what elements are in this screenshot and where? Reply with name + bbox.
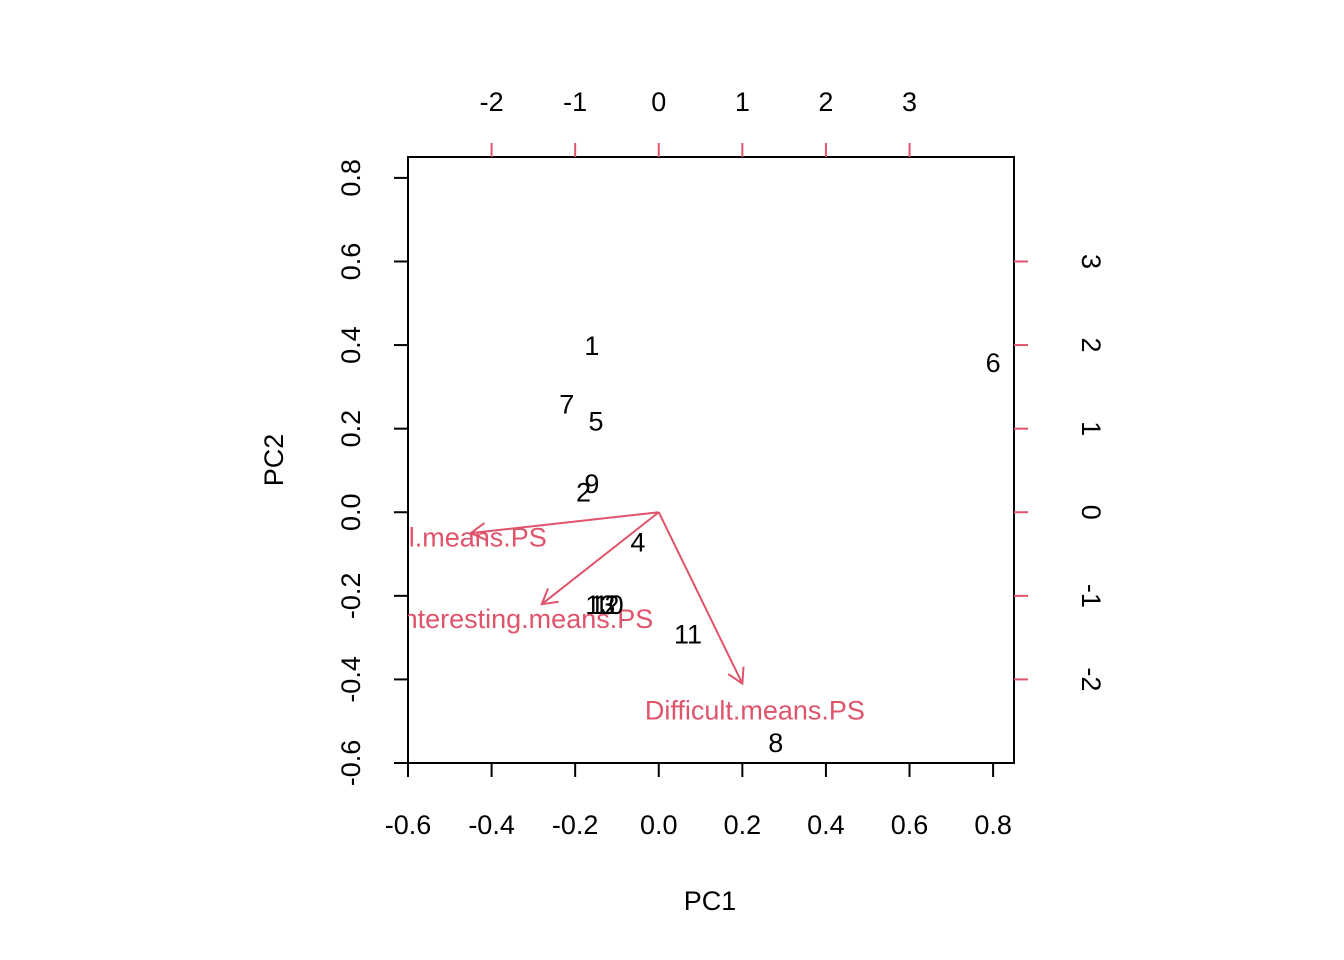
observation-label: 1 bbox=[584, 331, 599, 361]
loading-arrow bbox=[657, 511, 744, 685]
primary-x-axis: -0.6 -0.4 -0.2 0.0 0.2 0.4 0.6 0.8 bbox=[385, 762, 1012, 840]
observation-label: 11 bbox=[674, 619, 702, 649]
secondary-x-tick-label: 1 bbox=[735, 87, 750, 117]
x-axis-title: PC1 bbox=[684, 886, 737, 916]
secondary-x-tick-label: -2 bbox=[480, 87, 504, 117]
loading-arrowhead bbox=[468, 522, 487, 541]
observation-label: 8 bbox=[768, 728, 783, 758]
variable-label: Difficult.means.PS bbox=[645, 695, 865, 725]
x-tick-label: -0.6 bbox=[385, 810, 432, 840]
variable-label: Useful.means.PS bbox=[338, 522, 547, 552]
y-tick-label: -0.2 bbox=[336, 573, 366, 620]
secondary-x-axis: -2 -1 0 1 2 3 bbox=[480, 87, 917, 157]
variable-loading-arrows: Useful.means.PS Interesting.means.PS Diffi… bbox=[338, 511, 865, 725]
variable-label: Interesting.means.PS bbox=[395, 604, 653, 634]
loading-arrowhead bbox=[540, 588, 559, 606]
x-tick-label: 0.4 bbox=[807, 810, 845, 840]
secondary-y-axis: -2 -1 0 1 2 3 bbox=[1014, 254, 1106, 691]
secondary-y-tick-label: 2 bbox=[1076, 338, 1106, 353]
secondary-x-tick-label: 3 bbox=[902, 87, 917, 117]
observation-label: 13 bbox=[585, 590, 615, 620]
observation-label: 12 bbox=[589, 590, 619, 620]
y-tick-label: 0.2 bbox=[336, 410, 366, 448]
observation-label: 6 bbox=[986, 348, 1001, 378]
y-tick-label: 0.6 bbox=[336, 243, 366, 281]
x-tick-label: 0.8 bbox=[974, 810, 1012, 840]
secondary-x-tick-label: -1 bbox=[563, 87, 587, 117]
secondary-y-tick-label: 1 bbox=[1076, 421, 1106, 436]
y-axis-title: PC2 bbox=[259, 434, 289, 487]
observation-label: 2 bbox=[576, 477, 591, 507]
observation-label: 5 bbox=[589, 406, 604, 436]
loading-arrowhead bbox=[727, 666, 745, 686]
secondary-y-tick-label: -1 bbox=[1076, 584, 1106, 608]
x-tick-label: 0.0 bbox=[640, 810, 678, 840]
loading-arrow bbox=[541, 511, 660, 605]
x-tick-label: -0.2 bbox=[552, 810, 599, 840]
observation-label: 9 bbox=[584, 469, 599, 499]
loading-arrow bbox=[470, 511, 659, 535]
secondary-y-tick-label: 0 bbox=[1076, 505, 1106, 520]
x-tick-label: -0.4 bbox=[468, 810, 515, 840]
y-tick-label: -0.4 bbox=[336, 656, 366, 703]
secondary-x-tick-label: 2 bbox=[818, 87, 833, 117]
observation-label: 10 bbox=[594, 590, 624, 620]
secondary-x-tick-label: 0 bbox=[651, 87, 666, 117]
x-tick-label: 0.2 bbox=[724, 810, 762, 840]
x-tick-label: 0.6 bbox=[891, 810, 929, 840]
secondary-y-tick-label: -2 bbox=[1076, 667, 1106, 691]
y-tick-label: 0.0 bbox=[336, 493, 366, 531]
y-tick-label: 0.4 bbox=[336, 326, 366, 364]
y-tick-label: -0.6 bbox=[336, 740, 366, 787]
plot-frame bbox=[407, 156, 1015, 764]
primary-y-axis: -0.6 -0.4 -0.2 0.0 0.2 0.4 0.6 0.8 bbox=[336, 159, 409, 787]
observation-label: 4 bbox=[630, 527, 645, 557]
y-tick-label: 0.8 bbox=[336, 159, 366, 197]
observation-label: 7 bbox=[559, 390, 574, 420]
secondary-y-tick-label: 3 bbox=[1076, 254, 1106, 269]
